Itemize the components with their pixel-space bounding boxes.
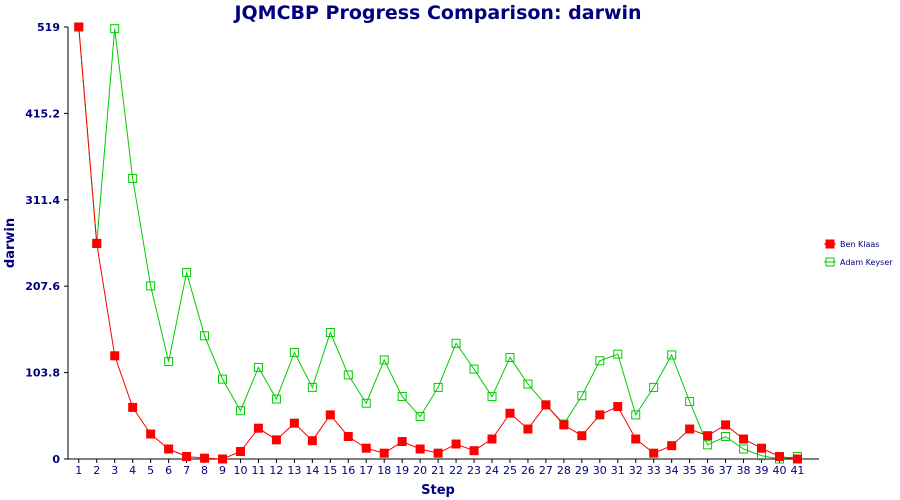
data-point: [416, 445, 424, 453]
x-tick-label: 36: [701, 464, 715, 477]
x-tick-label: 37: [719, 464, 733, 477]
data-point: [147, 430, 155, 438]
data-point: [236, 448, 244, 456]
x-tick-label: 35: [683, 464, 697, 477]
x-tick-label: 23: [467, 464, 481, 477]
x-tick-label: 30: [593, 464, 607, 477]
x-tick-label: 14: [305, 464, 319, 477]
x-tick-label: 8: [201, 464, 208, 477]
data-point: [452, 440, 460, 448]
data-point: [560, 421, 568, 429]
data-point: [326, 411, 334, 419]
data-point: [308, 437, 316, 445]
data-point: [578, 432, 586, 440]
x-tick-label: 27: [539, 464, 553, 477]
legend-label: Adam Keyser: [840, 258, 893, 267]
x-tick-label: 1: [75, 464, 82, 477]
x-tick-label: 25: [503, 464, 517, 477]
x-tick-label: 3: [111, 464, 118, 477]
data-point: [650, 449, 658, 457]
data-point: [75, 23, 83, 31]
data-point: [722, 421, 730, 429]
x-tick-label: 7: [183, 464, 190, 477]
chart-title: JQMCBP Progress Comparison: darwin: [232, 2, 641, 24]
x-tick-label: 11: [251, 464, 265, 477]
x-tick-labels: 1 2 3 4 5 6 7 8 9 10 11 12 13 14 15 16 17 18 19 20 21 22 23 24 2…: [75, 464, 804, 477]
x-tick-label: 38: [737, 464, 751, 477]
data-point: [380, 449, 388, 457]
data-point: [542, 401, 550, 409]
legend-item: Ben Klaas: [824, 240, 879, 249]
x-tick-label: 12: [269, 464, 283, 477]
legend-item: Adam Keyser: [824, 258, 893, 267]
data-point: [775, 453, 783, 461]
data-point: [219, 455, 227, 463]
data-point: [93, 239, 101, 247]
data-point: [614, 403, 622, 411]
y-axis-title: darwin: [3, 218, 18, 268]
x-tick-label: 32: [629, 464, 643, 477]
data-point: [632, 435, 640, 443]
data-point: [165, 445, 173, 453]
data-point: [111, 352, 119, 360]
x-tick-label: 20: [413, 464, 427, 477]
data-point: [470, 447, 478, 455]
x-tick-label: 18: [377, 464, 391, 477]
x-tick-label: 33: [647, 464, 661, 477]
x-tick-label: 15: [323, 464, 337, 477]
data-point: [398, 438, 406, 446]
y-tick-label: 415.2: [25, 107, 60, 120]
data-point: [201, 454, 209, 462]
data-point: [254, 424, 262, 432]
x-tick-label: 22: [449, 464, 463, 477]
x-tick-label: 5: [147, 464, 154, 477]
x-tick-label: 2: [93, 464, 100, 477]
data-point: [272, 436, 280, 444]
x-tick-label: 29: [575, 464, 589, 477]
x-tick-label: 16: [341, 464, 355, 477]
x-tick-label: 13: [287, 464, 301, 477]
x-tick-label: 26: [521, 464, 535, 477]
y-tick-label: 311.4: [25, 194, 60, 207]
data-point: [183, 453, 191, 461]
data-point: [488, 435, 496, 443]
y-tick-label: 0: [52, 453, 60, 466]
data-point: [524, 425, 532, 433]
x-tick-label: 4: [129, 464, 136, 477]
data-point: [793, 455, 801, 463]
data-point: [740, 435, 748, 443]
x-axis-title: Step: [421, 483, 455, 498]
y-tick-label: 103.8: [25, 367, 60, 380]
data-point: [668, 442, 676, 450]
x-tick-label: 34: [665, 464, 679, 477]
data-point: [596, 411, 604, 419]
x-tick-label: 39: [755, 464, 769, 477]
x-tick-label: 24: [485, 464, 499, 477]
x-tick-label: 41: [790, 464, 804, 477]
data-point: [344, 433, 352, 441]
legend-marker: [826, 240, 834, 248]
data-point: [129, 403, 137, 411]
x-tick-label: 28: [557, 464, 571, 477]
data-point: [290, 419, 298, 427]
data-point: [362, 444, 370, 452]
x-tick-label: 40: [772, 464, 786, 477]
legend-label: Ben Klaas: [840, 240, 879, 249]
x-tick-label: 10: [233, 464, 247, 477]
x-tick-label: 19: [395, 464, 409, 477]
x-tick-label: 6: [165, 464, 172, 477]
x-tick-label: 21: [431, 464, 445, 477]
data-point: [758, 444, 766, 452]
data-point: [686, 425, 694, 433]
x-tick-label: 17: [359, 464, 373, 477]
x-tick-label: 31: [611, 464, 625, 477]
data-point: [434, 449, 442, 457]
data-point: [506, 409, 514, 417]
y-tick-label: 207.6: [25, 280, 60, 293]
data-point: [704, 432, 712, 440]
x-tick-label: 9: [219, 464, 226, 477]
y-tick-label: 519: [37, 21, 60, 34]
